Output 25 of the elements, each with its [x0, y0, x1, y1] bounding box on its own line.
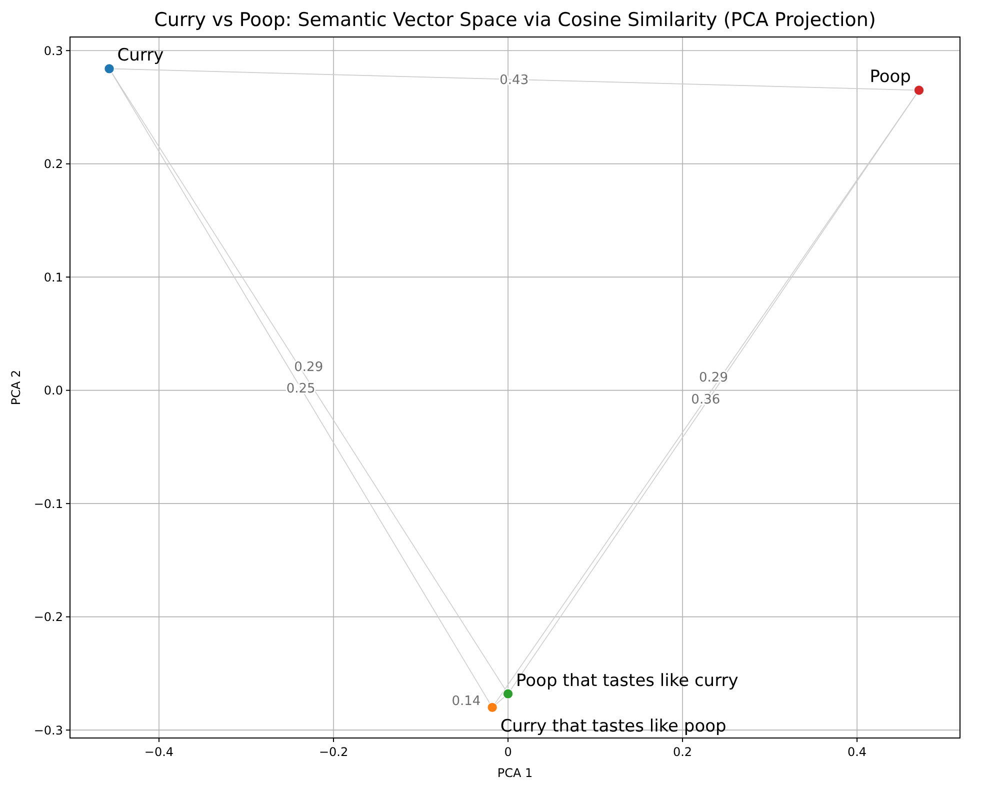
annotation: 0.29 [699, 370, 728, 386]
y-tick-label: 0.3 [44, 44, 63, 58]
x-tick-label: 0 [504, 745, 512, 759]
series-label: Poop that tastes like curry [516, 670, 738, 691]
y-tick-label: 0.0 [44, 384, 63, 398]
y-tick-label: −0.3 [34, 723, 63, 738]
x-axis-title: PCA 1 [497, 766, 533, 780]
x-tick-label: 0.2 [672, 745, 692, 759]
series-label: Poop [870, 67, 911, 88]
annotation: 0.29 [294, 360, 324, 375]
x-tick-label: −0.4 [144, 745, 174, 759]
y-axis-title: PCA 2 [9, 370, 23, 406]
y-tick-label: −0.1 [34, 496, 63, 511]
y-tick-label: 0.2 [44, 157, 63, 172]
series-label: Curry [117, 46, 164, 66]
chart-title: Curry vs Poop: Semantic Vector Space via Cosine Similarity (PCA Projection) [154, 9, 876, 31]
y-tick-label: 0.1 [44, 270, 63, 284]
x-tick-label: 0.4 [847, 745, 867, 759]
series-label: Curry that tastes like poop [500, 716, 726, 736]
annotation: 0.14 [452, 694, 481, 710]
y-tick-label: −0.2 [34, 610, 63, 624]
annotation: 0.25 [286, 382, 316, 397]
annotation: 0.36 [691, 392, 720, 408]
x-tick-label: −0.2 [318, 745, 348, 759]
annotation: 0.43 [500, 73, 529, 88]
